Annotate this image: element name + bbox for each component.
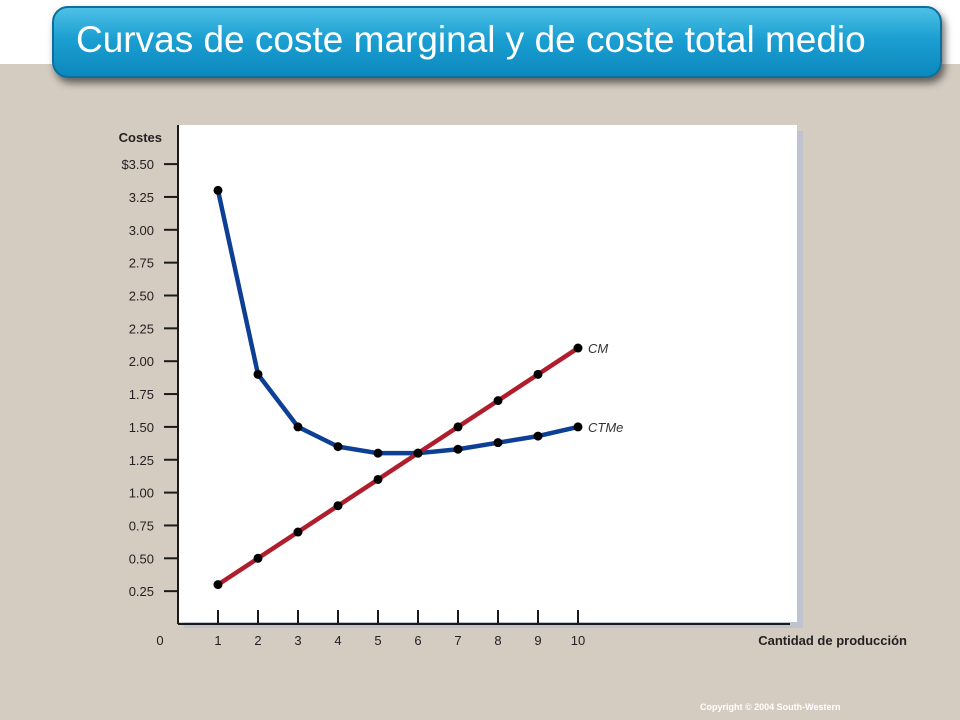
y-tick-label: 2.75 [129,256,154,271]
data-point-ctme [253,369,263,379]
x-tick-label: 4 [334,633,341,648]
data-point-cm [573,343,583,353]
data-point-cm [333,501,343,511]
data-point-cm [453,422,463,432]
y-axis-title: Costes [119,130,162,145]
y-tick-label: 3.00 [129,223,154,238]
y-tick-label: 2.25 [129,321,154,336]
data-point-cm [373,474,383,484]
page-title: Curvas de coste marginal y de coste tota… [76,19,866,60]
y-tick-label: 0.75 [129,518,154,533]
y-tick-label: 2.50 [129,289,154,304]
data-point-ctme [213,185,223,195]
title-bar [52,6,942,78]
x-tick-label: 2 [254,633,261,648]
x-tick-label: 10 [571,633,585,648]
data-point-cm [253,553,263,563]
x-tick-label: 0 [156,633,163,648]
x-tick-label: 7 [454,633,461,648]
data-point-ctme [293,422,303,432]
y-tick-label: 3.25 [129,190,154,205]
data-point-ctme [493,438,503,448]
data-point-cm [493,396,503,406]
y-tick-label: $3.50 [121,157,154,172]
y-tick-label: 0.50 [129,551,154,566]
x-axis-title: Cantidad de producción [758,633,907,648]
plot-area [178,125,797,622]
x-tick-label: 1 [214,633,221,648]
data-point-ctme [453,444,463,454]
data-point-ctme [573,422,583,432]
data-point-cm [533,369,543,379]
series-label-ctme: CTMe [588,420,623,435]
data-point-ctme [373,448,383,458]
x-tick-label: 9 [534,633,541,648]
data-point-ctme [333,442,343,452]
data-point-cm [413,448,423,458]
series-line-ctme [215,188,581,456]
y-tick-label: 1.75 [129,387,154,402]
data-point-ctme [533,431,543,441]
data-point-cm [293,527,303,537]
copyright-text: Copyright © 2004 South-Western [700,702,841,712]
x-tick-label: 8 [494,633,501,648]
y-tick-label: 2.00 [129,354,154,369]
x-tick-label: 5 [374,633,381,648]
x-tick-label: 6 [414,633,421,648]
y-tick-label: 1.50 [129,420,154,435]
y-tick-label: 1.00 [129,486,154,501]
x-tick-label: 3 [294,633,301,648]
series-label-cm: CM [588,341,608,356]
y-tick-label: 0.25 [129,584,154,599]
y-tick-label: 1.25 [129,453,154,468]
data-point-cm [213,580,223,590]
series-line-cm [215,345,581,587]
